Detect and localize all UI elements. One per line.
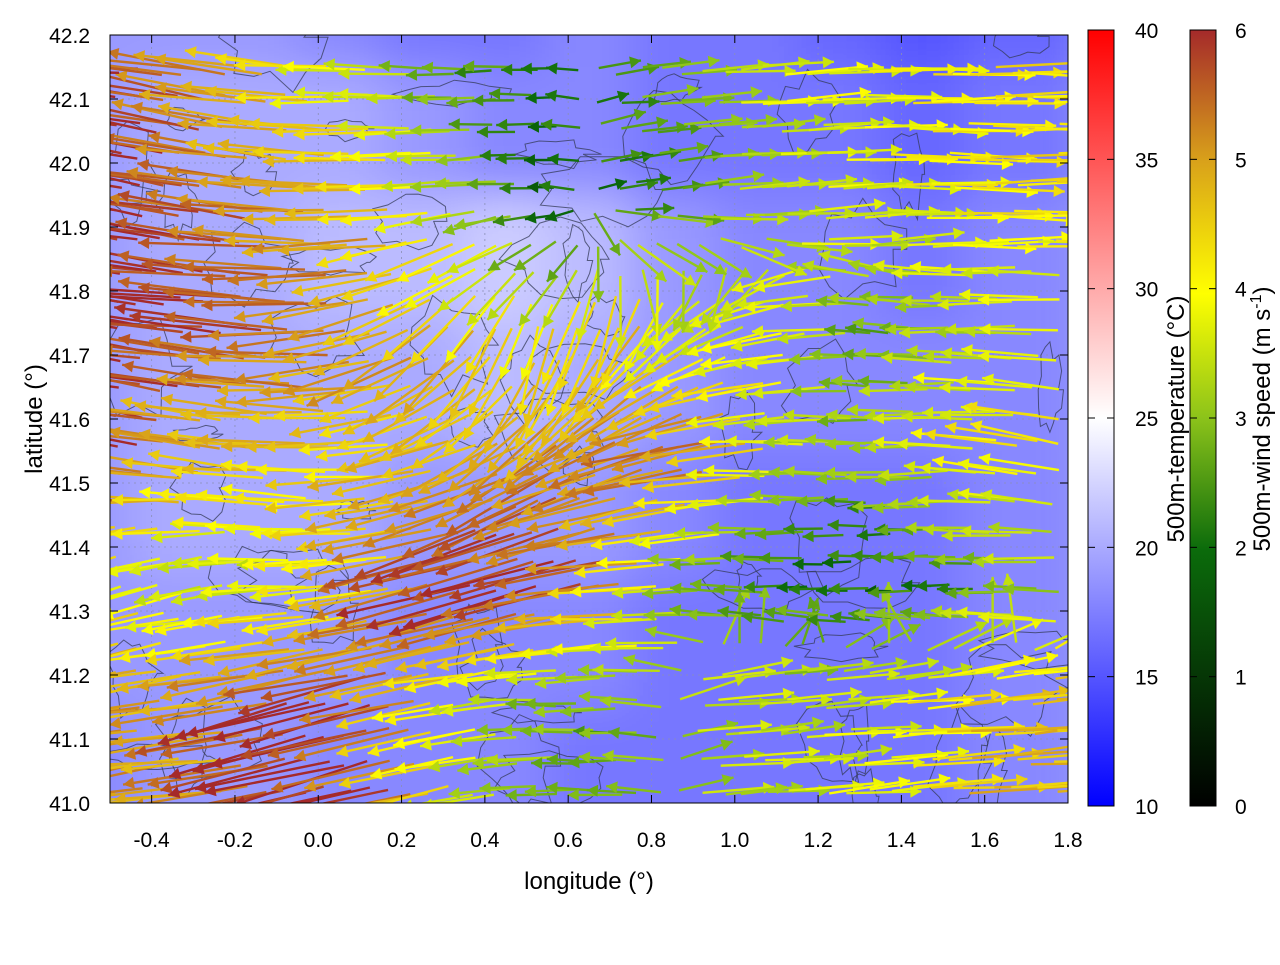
- x-tick-label: 1.0: [720, 829, 749, 852]
- wind-colorbar-label-main: 500m-wind speed (m s: [1249, 309, 1276, 552]
- x-tick-label: 0.0: [304, 829, 333, 852]
- y-tick-label: 41.0: [49, 793, 90, 816]
- y-tick-label: 41.2: [49, 665, 90, 688]
- temperature-colorbar-label: 500m-temperature (°C): [1163, 295, 1190, 542]
- x-tick-label: 0.2: [387, 829, 416, 852]
- wind-arrow: [16, 764, 121, 790]
- colorbar-tick-label: 10: [1135, 796, 1158, 819]
- x-tick-label: 0.6: [554, 829, 583, 852]
- wind-arrow: [0, 366, 119, 387]
- y-tick-label: 41.6: [49, 409, 90, 432]
- colorbar-tick-label: 6: [1235, 20, 1247, 43]
- wind-arrow: [0, 123, 122, 154]
- plot-area: [0, 0, 1163, 899]
- y-tick-label: 42.0: [49, 153, 90, 176]
- x-tick-label: 1.4: [887, 829, 917, 852]
- colorbar-tick-label: 2: [1235, 537, 1247, 560]
- y-axis-label: latitude (°): [21, 364, 48, 474]
- colorbar-tick-label: 20: [1135, 537, 1158, 560]
- colorbar-tick-label: 5: [1235, 149, 1247, 172]
- y-tick-label: 41.1: [49, 729, 90, 752]
- temperature-colorbar: 10 15 20 25 30 35 40 500m-temperature (°C): [1088, 20, 1190, 819]
- y-tick-label: 41.9: [49, 217, 90, 240]
- wind-speed-colorbar: 0 1 2 3 4 5 6 500m-wind speed (m s-1): [1190, 20, 1276, 819]
- x-tick-label: 1.2: [803, 829, 832, 852]
- y-tick-label: 42.2: [49, 25, 90, 48]
- x-axis-label: longitude (°): [524, 868, 654, 895]
- colorbar-tick-label: 0: [1235, 796, 1247, 819]
- y-tick-label: 41.8: [49, 281, 90, 304]
- wind-arrow: [25, 557, 116, 586]
- wind-arrow: [20, 619, 114, 654]
- colorbar-tick-label: 15: [1135, 667, 1158, 690]
- wind-colorbar-label: 500m-wind speed (m s-1): [1248, 287, 1276, 552]
- y-tick-label: 41.5: [49, 473, 90, 496]
- wind-arrow: [0, 64, 119, 76]
- x-tick-label: 0.4: [470, 829, 500, 852]
- x-tick-label: -0.2: [217, 829, 253, 852]
- colorbar-tick-label: 4: [1235, 279, 1247, 302]
- wind-arrow: [0, 246, 120, 274]
- colorbar-tick-label: 25: [1135, 408, 1158, 431]
- colorbar-tick-label: 1: [1235, 667, 1247, 690]
- y-tick-label: 42.1: [49, 89, 90, 112]
- wind-arrow: [0, 188, 116, 210]
- y-tick-label: 41.4: [49, 537, 90, 560]
- x-tick-label: 1.8: [1053, 829, 1082, 852]
- x-tick-label: -0.4: [134, 829, 171, 852]
- x-tick-label: 0.8: [637, 829, 666, 852]
- wind-arrow: [0, 301, 117, 328]
- colorbar-tick-label: 35: [1135, 149, 1158, 172]
- wind-colorbar-label-superscript: -1: [1248, 294, 1265, 308]
- wind-arrow: [0, 499, 116, 511]
- wind-arrow: [0, 453, 120, 474]
- colorbar-tick-label: 40: [1135, 20, 1158, 43]
- x-tick-label: 1.6: [970, 829, 999, 852]
- wind-colorbar-label-end: ): [1249, 287, 1276, 295]
- y-tick-label: 41.3: [49, 601, 90, 624]
- y-tick-label: 41.7: [49, 345, 90, 368]
- colorbar-tick-label: 3: [1235, 408, 1247, 431]
- colorbar-tick-label: 30: [1135, 279, 1158, 302]
